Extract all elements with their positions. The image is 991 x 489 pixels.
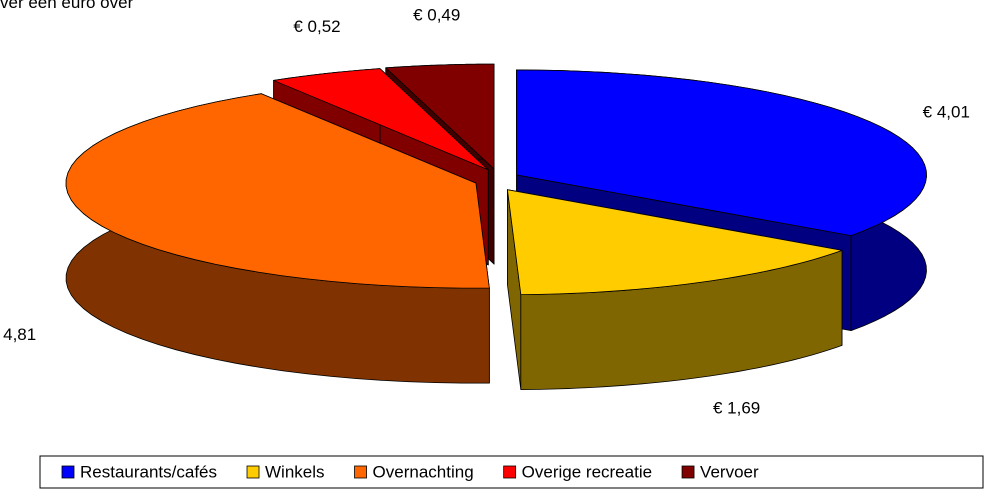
legend-label: Overnachting xyxy=(373,462,474,481)
legend-label: Winkels xyxy=(265,462,325,481)
legend-label: Restaurants/cafés xyxy=(80,462,217,481)
slice-top xyxy=(385,63,495,170)
slice xyxy=(507,189,843,391)
slice-top xyxy=(507,189,843,296)
legend-swatch xyxy=(61,465,75,479)
slice xyxy=(65,93,490,384)
legend-swatch xyxy=(246,465,260,479)
legend: Restaurants/cafés Winkels Overnachting Over… xyxy=(61,462,759,481)
slice-top xyxy=(273,68,489,171)
legend-swatch xyxy=(503,465,517,479)
slice-top xyxy=(516,69,927,237)
data-label: € 4,01 xyxy=(923,103,970,122)
chart-title: ver een euro over xyxy=(0,0,134,12)
data-label: € 4,81 xyxy=(0,325,36,344)
data-label: € 0,52 xyxy=(293,17,340,36)
slice-top xyxy=(65,93,490,289)
legend-label: Overige recreatie xyxy=(522,462,652,481)
legend-swatch xyxy=(354,465,367,479)
legend-label: Vervoer xyxy=(700,462,759,481)
legend-swatch xyxy=(681,465,695,479)
data-label: € 0,49 xyxy=(413,6,460,25)
data-label: € 1,69 xyxy=(713,399,760,418)
